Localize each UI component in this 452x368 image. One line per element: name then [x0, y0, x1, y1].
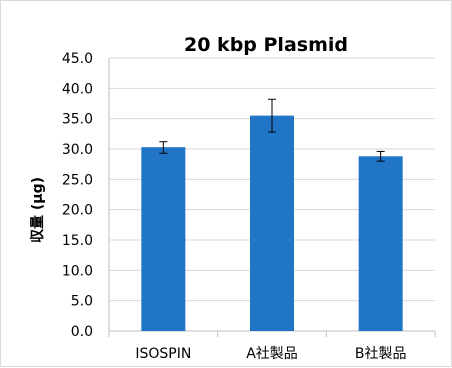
- y-tick-label: 15.0: [62, 233, 93, 249]
- bar: [141, 147, 186, 331]
- y-axis-label: 収量 (µg): [29, 177, 46, 243]
- error-bars: [159, 98, 385, 162]
- y-tick-label: 20.0: [62, 203, 93, 219]
- chart-title: 20 kbp Plasmid: [184, 34, 348, 56]
- y-tick-label: 0.0: [71, 324, 93, 340]
- y-tick-labels: 0.0 5.0 10.0 15.0 20.0 25.0 30.0 35.0 40.0 45.0: [62, 51, 93, 340]
- x-tick-labels: ISOSPIN A社製品 B社製品: [135, 346, 406, 362]
- y-tick-label: 45.0: [62, 51, 93, 67]
- bar: [358, 156, 403, 331]
- error-bar: [268, 98, 276, 133]
- error-bar: [159, 141, 168, 154]
- bars: [141, 115, 403, 331]
- y-tick-label: 35.0: [62, 112, 93, 128]
- x-tick-label: B社製品: [355, 346, 407, 362]
- y-tick-label: 5.0: [71, 294, 93, 310]
- x-tick-label: ISOSPIN: [135, 346, 191, 362]
- y-tick-label: 10.0: [62, 263, 93, 279]
- x-tick-label: A社製品: [246, 346, 298, 362]
- y-tick-label: 25.0: [62, 172, 93, 188]
- error-bar: [376, 150, 385, 162]
- bar: [250, 115, 294, 331]
- y-tick-label: 40.0: [62, 81, 93, 97]
- y-tick-label: 30.0: [62, 142, 93, 158]
